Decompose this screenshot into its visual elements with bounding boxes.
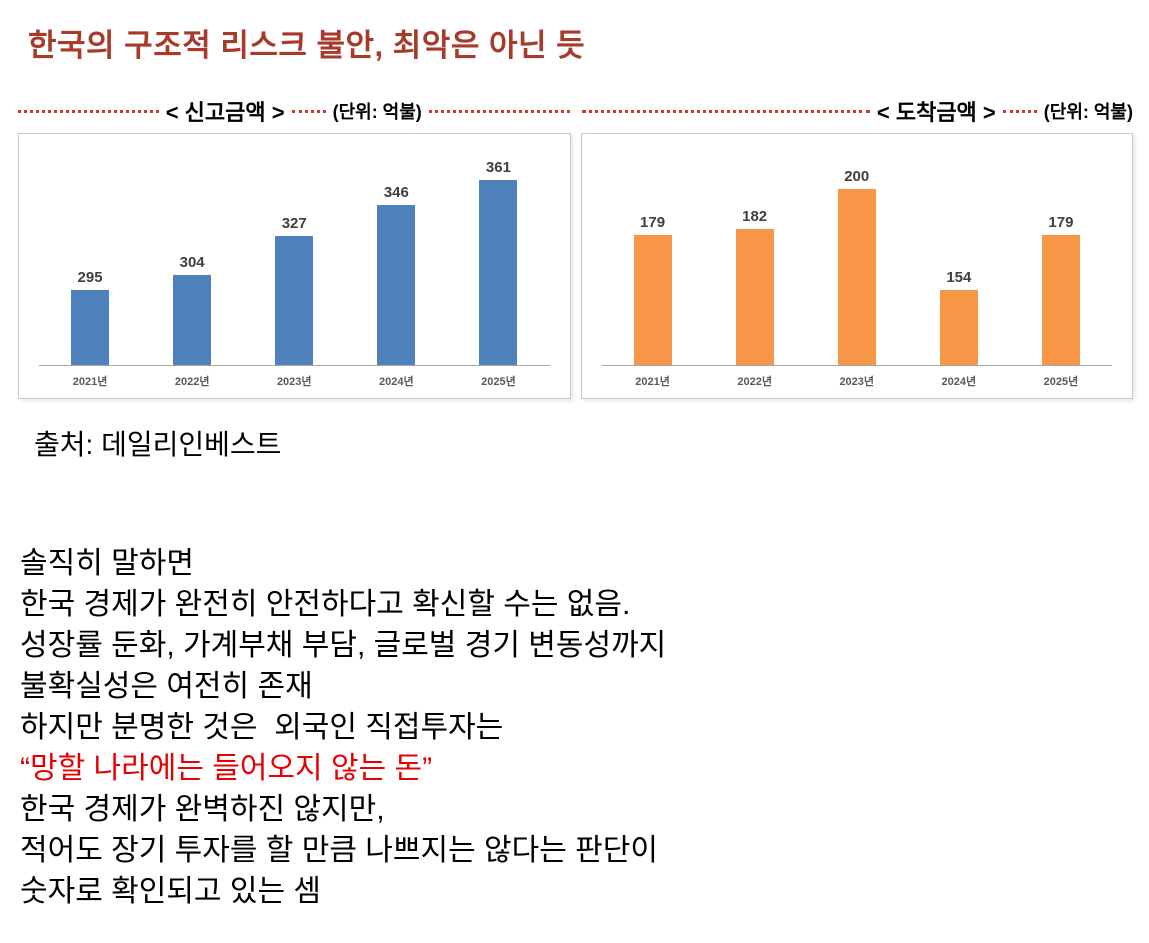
bar bbox=[275, 236, 314, 365]
bar bbox=[479, 180, 518, 365]
bar bbox=[377, 205, 416, 365]
bar-group: 295 bbox=[39, 269, 141, 365]
commentary-line-highlight: “망할 나라에는 들어오지 않는 돈” bbox=[20, 752, 433, 785]
bar-value-label: 200 bbox=[844, 168, 870, 185]
commentary-line: 하지만 분명한 것은 외국인 직접투자는 bbox=[20, 711, 504, 744]
bar bbox=[173, 275, 212, 365]
bar-group: 327 bbox=[243, 215, 345, 365]
x-axis-label: 2024년 bbox=[941, 376, 977, 388]
bar-value-label: 179 bbox=[1048, 214, 1074, 231]
x-axis-label: 2023년 bbox=[276, 376, 312, 388]
x-axis: 2021년 2022년 2023년 2024년 2025년 bbox=[39, 366, 550, 389]
dotted-divider bbox=[428, 109, 570, 113]
bar-group: 346 bbox=[345, 184, 447, 365]
charts-header: < 신고금액 > (단위: 억불) < 도착금액 > (단위: 억불) bbox=[18, 95, 1133, 127]
x-axis: 2021년 2022년 2023년 2024년 2025년 bbox=[602, 366, 1113, 389]
bar-group: 200 bbox=[806, 168, 908, 365]
source-caption: 출처: 데일리인베스트 bbox=[34, 429, 282, 460]
bar-group: 361 bbox=[447, 159, 549, 365]
bar-value-label: 304 bbox=[179, 254, 205, 271]
left-chart-unit-label: (단위: 억불) bbox=[332, 102, 422, 122]
dotted-divider bbox=[1002, 109, 1037, 113]
x-axis-label: 2022년 bbox=[174, 376, 210, 388]
bar bbox=[735, 229, 774, 365]
commentary-line: 솔직히 말하면 bbox=[20, 547, 194, 580]
bar bbox=[837, 189, 876, 365]
left-chart-title: < 신고금액 > bbox=[165, 100, 285, 125]
right-chart-header: < 도착금액 > (단위: 억불) bbox=[581, 95, 1133, 127]
bar-value-label: 295 bbox=[77, 269, 103, 286]
dotted-divider bbox=[581, 109, 870, 113]
chart-arrived-amount: 179 182 200 154 179 2021년 2022년 2023년 2024년 2025… bbox=[580, 133, 1133, 399]
page: 한국의 구조적 리스크 불안, 최악은 아닌 듯 < 신고금액 > (단위: 억… bbox=[0, 20, 1149, 943]
right-chart-unit-label: (단위: 억불) bbox=[1043, 102, 1133, 122]
commentary-line: 불확실성은 여전히 존재 bbox=[20, 670, 313, 703]
x-axis-label: 2021년 bbox=[72, 376, 108, 388]
bar-group: 304 bbox=[141, 254, 243, 365]
bar-group: 182 bbox=[704, 208, 806, 365]
bar-value-label: 154 bbox=[946, 269, 972, 286]
commentary-line: 한국 경제가 완전히 안전하다고 확신할 수는 없음. bbox=[20, 588, 631, 621]
charts-row: 295 304 327 346 361 2021년 2022년 2023년 2024년 2025… bbox=[18, 133, 1133, 399]
x-axis-label: 2022년 bbox=[737, 376, 772, 388]
x-axis-label: 2025년 bbox=[481, 376, 516, 388]
x-axis-label: 2021년 bbox=[635, 376, 670, 388]
bar-group: 179 bbox=[602, 214, 704, 365]
x-axis-label: 2023년 bbox=[839, 376, 875, 388]
dotted-divider bbox=[18, 109, 159, 113]
x-axis-label: 2024년 bbox=[379, 376, 414, 388]
commentary-line: 한국 경제가 완벽하진 않지만, bbox=[20, 793, 385, 826]
left-chart-header: < 신고금액 > (단위: 억불) bbox=[18, 95, 570, 127]
bar-value-label: 361 bbox=[485, 159, 511, 176]
bar-group: 179 bbox=[1010, 214, 1112, 365]
dotted-divider bbox=[291, 109, 326, 113]
commentary-line: 숫자로 확인되고 있는 셈 bbox=[20, 875, 322, 908]
bar-plot: 295 304 327 346 361 bbox=[39, 154, 550, 366]
right-chart-title: < 도착금액 > bbox=[876, 100, 996, 125]
x-axis-label: 2025년 bbox=[1043, 376, 1079, 388]
bar-value-label: 327 bbox=[281, 215, 307, 232]
page-title: 한국의 구조적 리스크 불안, 최악은 아닌 듯 bbox=[28, 28, 586, 63]
bar-value-label: 182 bbox=[742, 208, 768, 225]
bar-value-label: 346 bbox=[383, 184, 409, 201]
commentary-line: 적어도 장기 투자를 할 만큼 나쁘지는 않다는 판단이 bbox=[20, 834, 658, 867]
commentary-line: 성장률 둔화, 가계부채 부담, 글로벌 경기 변동성까지 bbox=[20, 629, 667, 662]
bar bbox=[1041, 235, 1080, 365]
bar-plot: 179 182 200 154 179 bbox=[601, 154, 1112, 366]
bar bbox=[71, 290, 110, 365]
chart-reported-amount: 295 304 327 346 361 2021년 2022년 2023년 2024년 2025… bbox=[18, 133, 571, 399]
bar bbox=[939, 290, 978, 365]
bar bbox=[633, 235, 672, 365]
bar-value-label: 179 bbox=[640, 214, 666, 231]
bar-group: 154 bbox=[908, 269, 1010, 365]
